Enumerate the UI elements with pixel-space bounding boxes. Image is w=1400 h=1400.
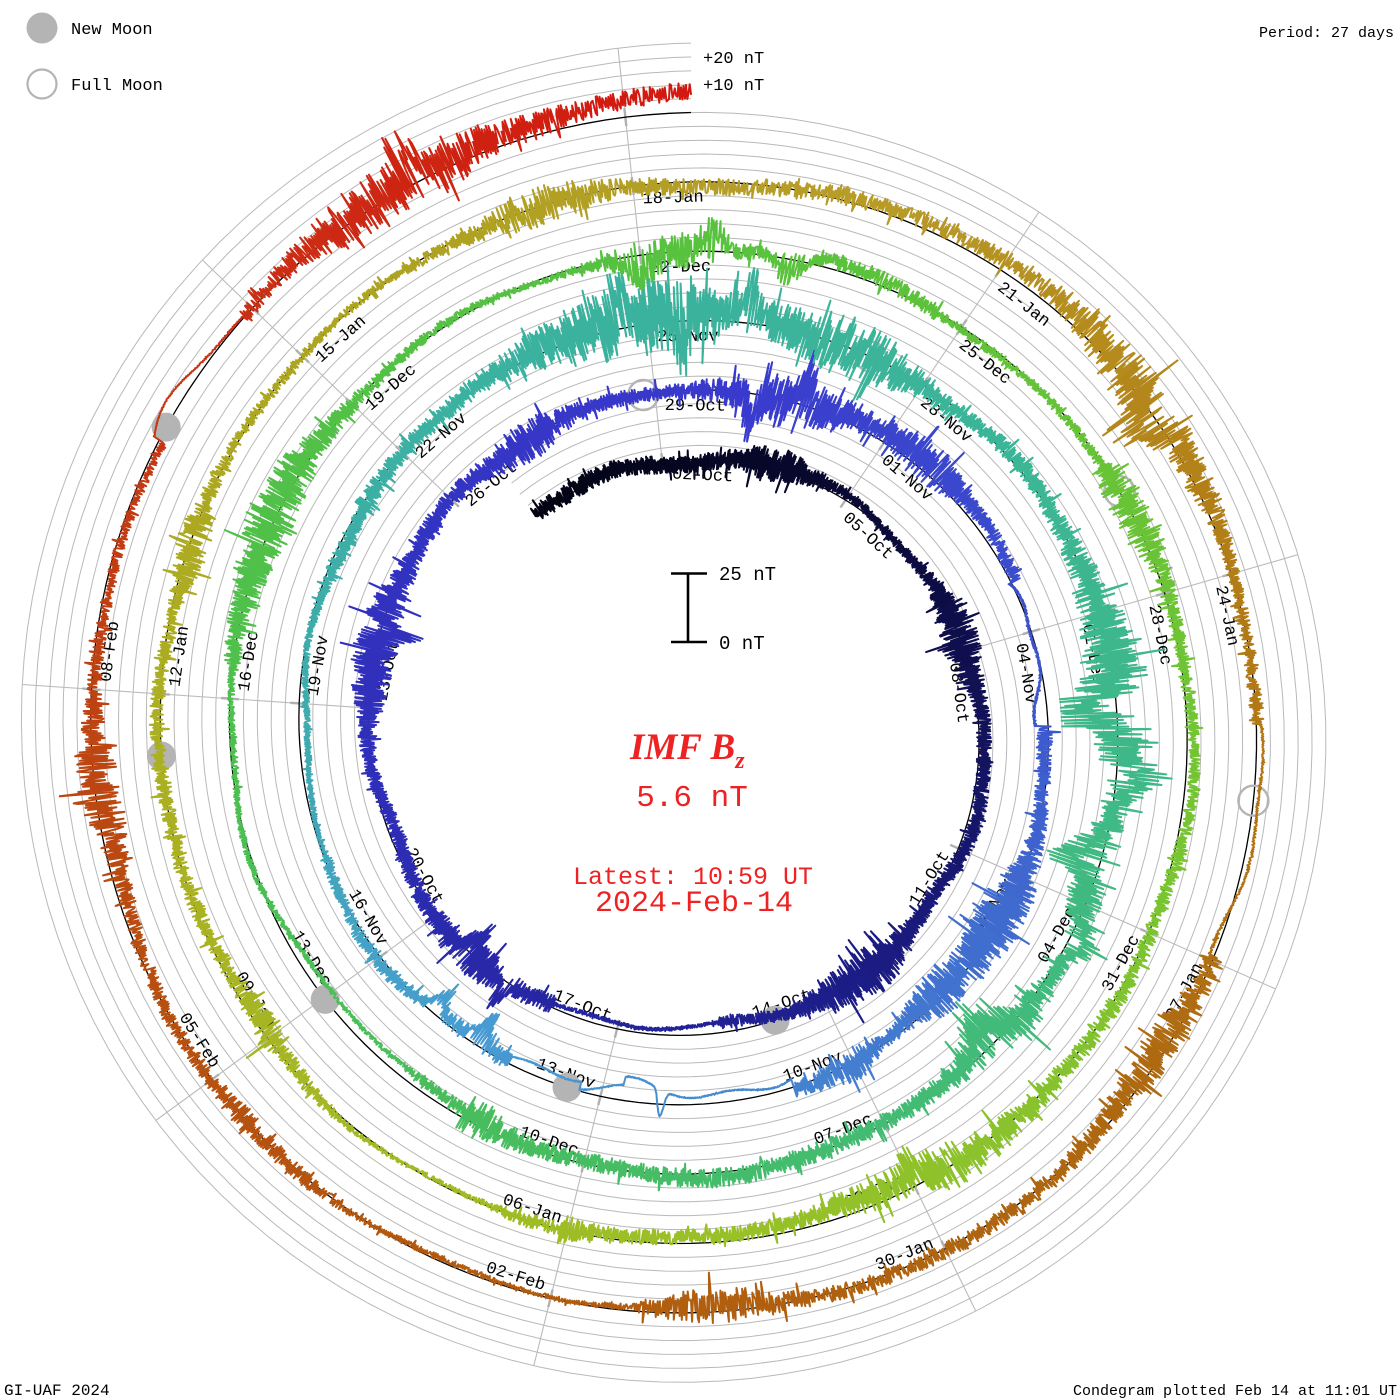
svg-text:New Moon: New Moon — [71, 21, 153, 40]
svg-text:25 nT: 25 nT — [719, 564, 776, 586]
svg-text:Full Moon: Full Moon — [71, 77, 163, 96]
svg-text:IMF Bz: IMF Bz — [629, 727, 745, 774]
svg-text:2024-Feb-14: 2024-Feb-14 — [595, 887, 793, 921]
svg-text:0 nT: 0 nT — [719, 633, 765, 655]
svg-text:+20 nT: +20 nT — [703, 50, 764, 69]
svg-text:Condegram plotted Feb 14 at 11: Condegram plotted Feb 14 at 11:01 UT — [1073, 1383, 1397, 1400]
svg-text:Period: 27 days: Period: 27 days — [1259, 25, 1394, 42]
svg-text:+10 nT: +10 nT — [703, 77, 764, 96]
svg-text:18-Jan: 18-Jan — [642, 188, 704, 209]
svg-text:5.6 nT: 5.6 nT — [636, 781, 748, 816]
svg-text:Latest: 10:59 UT: Latest: 10:59 UT — [573, 863, 813, 892]
svg-text:GI-UAF 2024: GI-UAF 2024 — [4, 1382, 110, 1400]
